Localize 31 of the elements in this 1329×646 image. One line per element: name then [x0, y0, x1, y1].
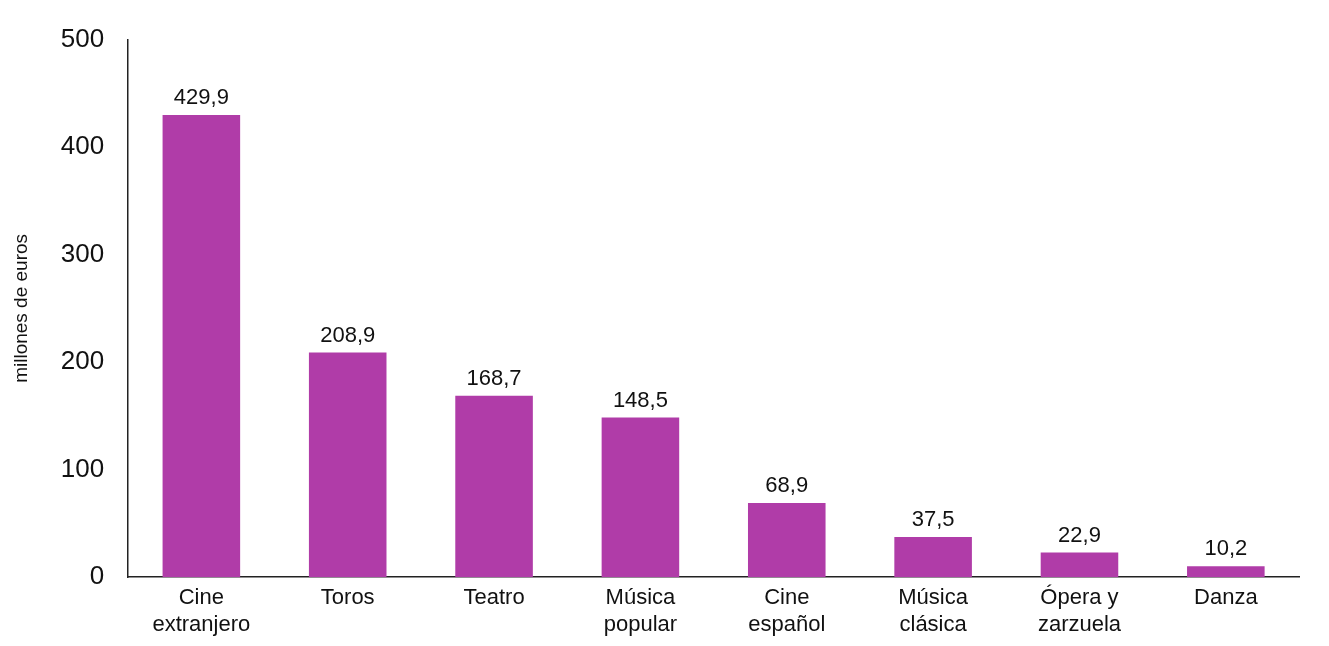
- data-label: 429,9: [173, 84, 229, 110]
- y-tick-label: 300: [60, 237, 105, 268]
- x-tick-label: Teatro: [463, 584, 525, 610]
- data-label: 22,9: [1058, 521, 1101, 547]
- y-tick-label: 500: [60, 22, 105, 53]
- x-tick-label: Toros: [320, 584, 375, 610]
- y-axis-title: millones de euros: [9, 233, 31, 383]
- x-tick-label: Cine extranjero: [152, 584, 251, 636]
- data-label: 68,9: [765, 472, 809, 498]
- x-tick-label: Cine español: [748, 584, 826, 636]
- y-tick-label: 0: [89, 560, 105, 591]
- bar: [601, 417, 680, 578]
- data-label: 37,5: [911, 505, 955, 531]
- x-tick-label: Ópera y zarzuela: [1037, 584, 1122, 636]
- bar: [747, 503, 826, 578]
- bar: [1040, 552, 1119, 578]
- data-label: 208,9: [320, 321, 376, 347]
- x-tick-label: Danza: [1194, 584, 1259, 610]
- bar: [455, 395, 533, 578]
- y-tick-label: 400: [60, 130, 105, 161]
- bar: [1187, 566, 1265, 578]
- data-label: 148,5: [612, 386, 668, 412]
- bar: [894, 536, 972, 578]
- x-tick-label: Música popular: [603, 584, 678, 636]
- bar: [162, 114, 241, 578]
- data-label: 10,2: [1204, 535, 1248, 561]
- y-tick-label: 100: [60, 452, 105, 483]
- y-tick-label: 200: [60, 345, 105, 376]
- x-tick-label: Música clásica: [898, 584, 969, 636]
- bar: [308, 352, 387, 578]
- data-label: 168,7: [466, 364, 522, 390]
